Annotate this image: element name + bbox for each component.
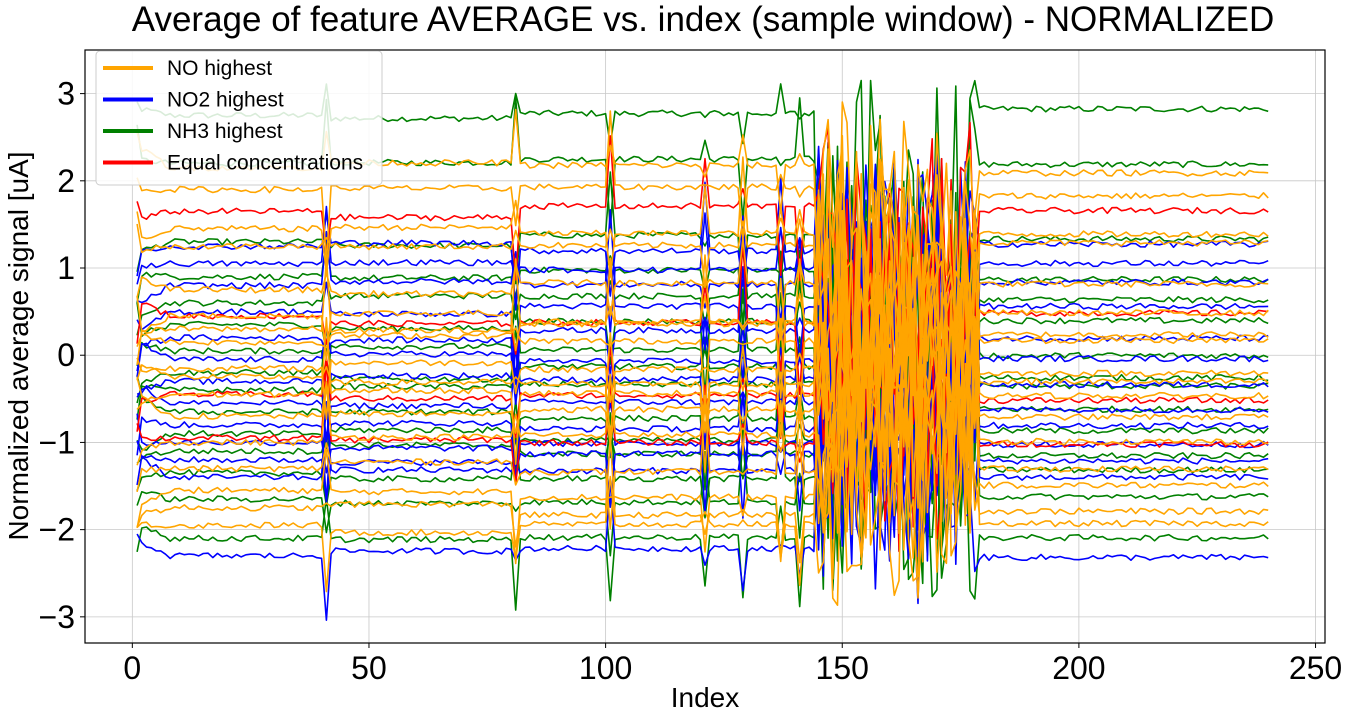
x-axis-label: Index bbox=[671, 682, 740, 713]
series-line-no-highest bbox=[136, 198, 1269, 503]
legend-label: Equal concentrations bbox=[167, 152, 363, 175]
x-tick-label: 250 bbox=[1289, 650, 1342, 686]
series-line-no-highest bbox=[136, 110, 1269, 397]
legend-box bbox=[95, 50, 383, 186]
chart-title: Average of feature AVERAGE vs. index (sa… bbox=[132, 0, 1274, 39]
y-tick-label: 0 bbox=[57, 337, 75, 373]
y-tick-label: 3 bbox=[57, 76, 75, 112]
series-line-no-highest bbox=[136, 259, 1269, 573]
plot-frame bbox=[84, 49, 1326, 644]
legend-label: NH3 highest bbox=[167, 120, 283, 143]
x-tick-label: 100 bbox=[579, 650, 632, 686]
series-line-no-highest bbox=[136, 206, 1269, 509]
y-tick-label: −1 bbox=[39, 424, 75, 460]
x-tick-label: 50 bbox=[351, 650, 387, 686]
series-line-no-highest bbox=[136, 179, 1269, 492]
series-lines bbox=[136, 79, 1269, 622]
legend: NO highest NO2 highest NH3 highest Equal co… bbox=[95, 50, 383, 186]
legend-label: NO highest bbox=[167, 57, 272, 80]
series-line-no2-highest bbox=[136, 317, 1269, 622]
x-tick-label: 200 bbox=[1052, 650, 1105, 686]
series-line-no-highest bbox=[136, 253, 1269, 559]
series-line-no2-highest bbox=[136, 148, 1269, 462]
y-tick-label: −2 bbox=[39, 512, 75, 548]
y-axis-label: Normalized average signal [uA] bbox=[3, 151, 34, 540]
legend-label: NO2 highest bbox=[167, 89, 284, 112]
x-tick-label: 150 bbox=[816, 650, 869, 686]
y-tick-label: 1 bbox=[57, 250, 75, 286]
y-tick-label: 2 bbox=[57, 163, 75, 199]
axis-ticks: 0 50 100 150 200 250 3 2 1 0 −1 −2 −3 bbox=[39, 76, 1343, 686]
x-tick-label: 0 bbox=[123, 650, 141, 686]
series-line-no-highest bbox=[136, 149, 1269, 453]
series-line-no-highest bbox=[136, 186, 1269, 478]
series-line-no-highest bbox=[136, 293, 1269, 607]
series-line-no-highest bbox=[136, 286, 1269, 574]
y-tick-label: −3 bbox=[39, 599, 75, 635]
